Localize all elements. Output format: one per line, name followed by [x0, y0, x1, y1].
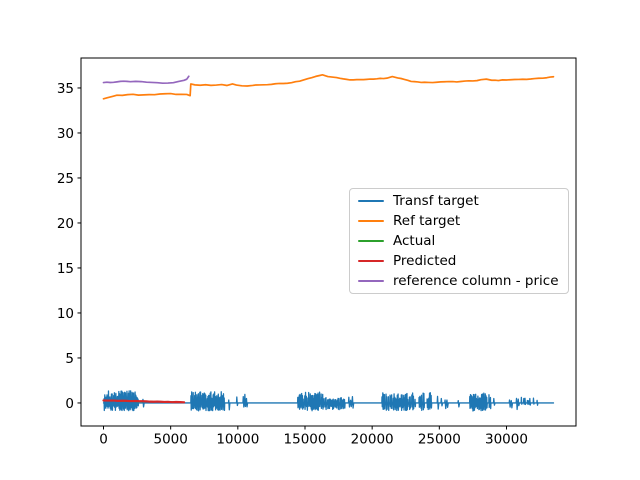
y-tick-label: 10: [57, 306, 74, 322]
x-tick-label: 30000: [485, 432, 528, 448]
y-tick-label: 15: [57, 261, 74, 277]
legend-swatch: [358, 239, 384, 243]
legend-label: Predicted: [393, 253, 457, 269]
x-tick-label: 10000: [216, 432, 259, 448]
legend-entry: Ref target: [358, 211, 560, 231]
legend-label: reference column - price: [393, 273, 559, 289]
legend-swatch: [358, 259, 384, 263]
x-tick-label: 0: [99, 432, 108, 448]
x-tick-label: 25000: [418, 432, 461, 448]
legend-entry: Predicted: [358, 251, 560, 271]
legend-entry: reference column - price: [358, 271, 560, 291]
series-reference-column-price: [102, 75, 190, 85]
legend: Transf target Ref target Actual Predicted re…: [349, 188, 569, 294]
legend-label: Actual: [393, 233, 436, 249]
legend-entry: Transf target: [358, 191, 560, 211]
legend-label: Ref target: [393, 213, 461, 229]
y-tick-label: 25: [57, 171, 74, 187]
y-tick-label: 30: [57, 126, 74, 142]
y-tick-label: 20: [57, 216, 74, 232]
y-tick-label: 35: [57, 81, 74, 97]
legend-swatch: [358, 279, 384, 283]
y-tick-label: 0: [65, 396, 74, 412]
series-transf-target: [102, 390, 555, 412]
x-tick-label: 5000: [153, 432, 187, 448]
legend-swatch: [358, 219, 384, 223]
series-predicted: [102, 399, 186, 404]
legend-swatch: [358, 199, 384, 203]
axes-frame: [80, 57, 577, 427]
y-tick-label: 5: [65, 351, 74, 367]
series-ref-target: [102, 74, 555, 100]
legend-entry: Actual: [358, 231, 560, 251]
legend-label: Transf target: [393, 193, 479, 209]
x-tick-label: 20000: [351, 432, 394, 448]
x-tick-label: 15000: [284, 432, 327, 448]
